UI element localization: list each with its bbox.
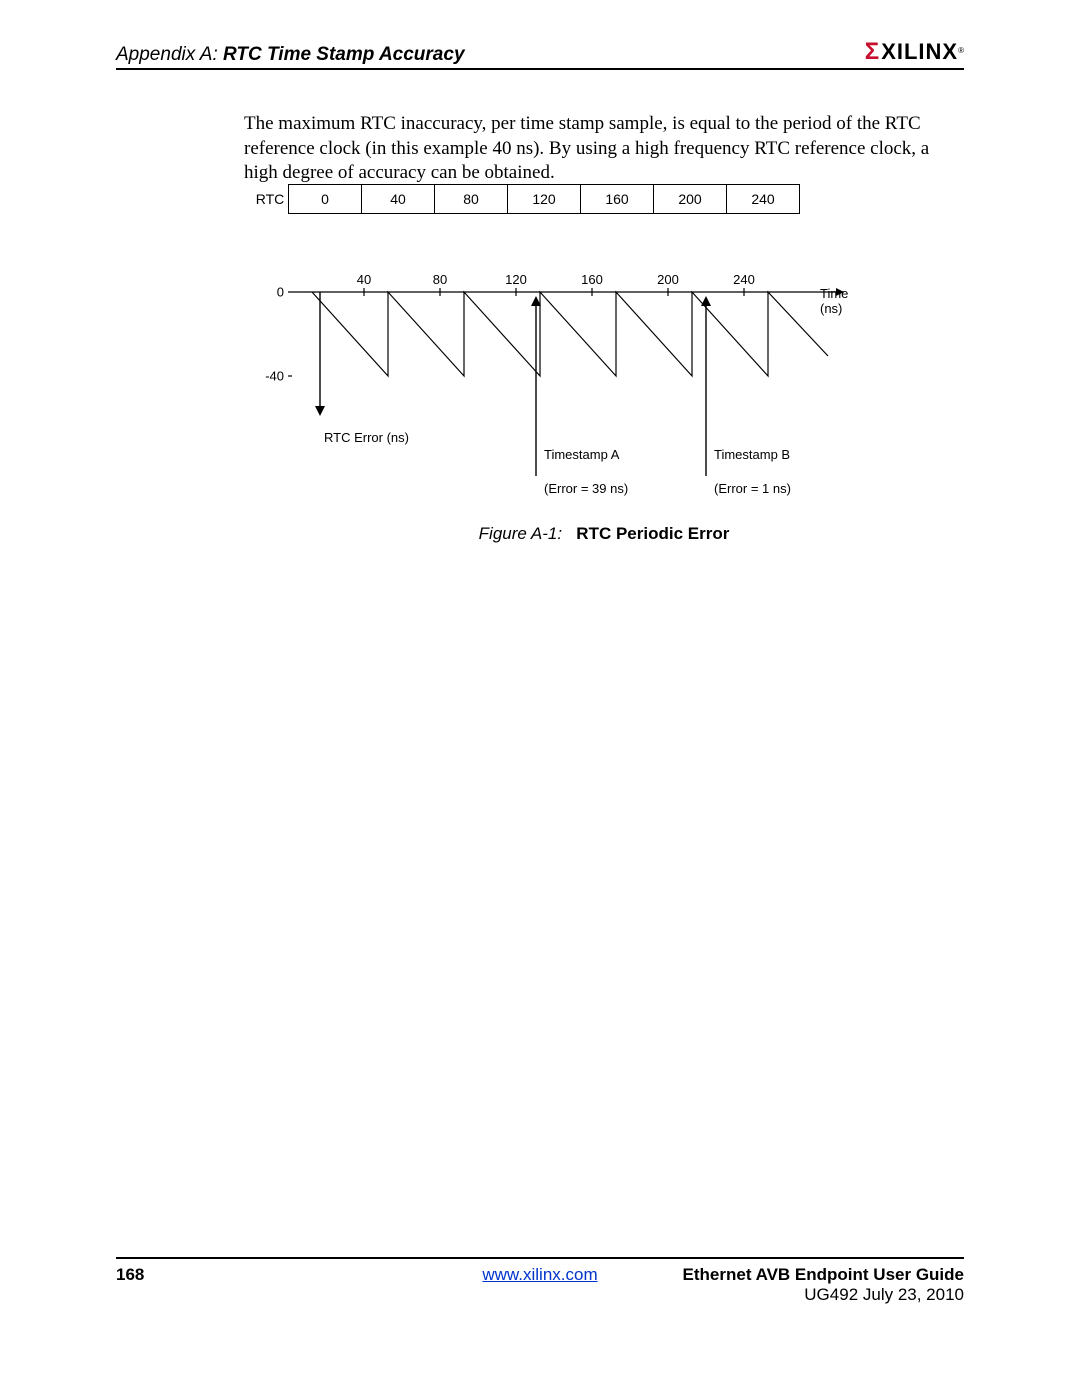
rtc-error-chart: 0 -40 40 80 120 160 200 240 Time (ns) <box>288 276 858 391</box>
figure-caption: Figure A-1: RTC Periodic Error <box>244 524 964 544</box>
rtc-cell: 200 <box>654 184 727 214</box>
rtc-cell: 80 <box>435 184 508 214</box>
rtc-error-label: RTC Error (ns) <box>324 430 409 447</box>
timestamp-b-label: Timestamp B (Error = 1 ns) <box>714 430 791 498</box>
rtc-counter-table: RTC 0 40 80 120 160 200 240 <box>252 184 800 214</box>
rtc-table-label: RTC <box>252 184 288 214</box>
rtc-cell: 40 <box>362 184 435 214</box>
rtc-cell: 160 <box>581 184 654 214</box>
arrowhead-up-icon <box>701 296 711 306</box>
arrowhead-down-icon <box>315 406 325 416</box>
rtc-table-cells: 0 40 80 120 160 200 240 <box>288 184 800 214</box>
page-footer: 168 www.xilinx.com Ethernet AVB Endpoint… <box>116 1257 964 1311</box>
page: Appendix A: RTC Time Stamp Accuracy Σ XI… <box>0 0 1080 1397</box>
x-axis-arrowhead-icon <box>836 288 844 296</box>
brand-name: XILINX <box>881 39 958 65</box>
brand-reg: ® <box>958 46 964 55</box>
y-axis-bottom-label: -40 <box>258 369 284 384</box>
timestamp-a-label: Timestamp A (Error = 39 ns) <box>544 430 628 498</box>
timestamp-a-title: Timestamp A <box>544 447 619 462</box>
figure-number: Figure A-1: <box>479 524 562 543</box>
page-number: 168 <box>116 1265 144 1285</box>
body-paragraph: The maximum RTC inaccuracy, per time sta… <box>244 112 964 186</box>
timestamp-b-title: Timestamp B <box>714 447 790 462</box>
sawtooth-line <box>312 292 828 376</box>
timestamp-b-error: (Error = 1 ns) <box>714 481 791 496</box>
timestamp-a-error: (Error = 39 ns) <box>544 481 628 496</box>
footer-doc-subtitle: UG492 July 23, 2010 <box>683 1285 964 1305</box>
section-title: RTC Time Stamp Accuracy <box>223 44 464 65</box>
y-axis-top-label: 0 <box>266 285 284 300</box>
rtc-cell: 120 <box>508 184 581 214</box>
footer-doc-info: Ethernet AVB Endpoint User Guide UG492 J… <box>683 1265 964 1305</box>
page-header: Appendix A: RTC Time Stamp Accuracy Σ XI… <box>116 44 964 70</box>
footer-link[interactable]: www.xilinx.com <box>482 1265 597 1285</box>
figure-title: RTC Periodic Error <box>576 524 729 543</box>
appendix-label: Appendix A: <box>116 44 218 65</box>
rtc-cell: 240 <box>727 184 800 214</box>
brand-logo: Σ XILINX ® <box>865 38 964 66</box>
header-title: Appendix A: RTC Time Stamp Accuracy <box>116 44 465 65</box>
brand-x-icon: Σ <box>865 38 877 66</box>
rtc-cell: 0 <box>289 184 362 214</box>
footer-doc-title: Ethernet AVB Endpoint User Guide <box>683 1265 964 1285</box>
